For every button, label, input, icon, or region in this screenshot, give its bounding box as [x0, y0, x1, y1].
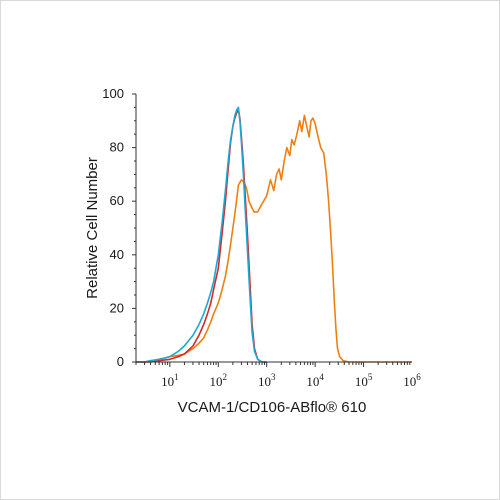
series-line-1 — [136, 114, 412, 363]
y-tick-label: 60 — [110, 193, 124, 208]
x-tick-label: 104 — [306, 372, 324, 389]
y-ticks: 0 20 40 60 80 100 — [102, 86, 136, 369]
x-tick-label: 106 — [403, 372, 421, 389]
y-tick-label: 40 — [110, 247, 124, 262]
y-tick-label: 80 — [110, 140, 124, 155]
series-line-3 — [136, 106, 267, 363]
y-tick-label: 0 — [117, 354, 124, 369]
x-axis-title: VCAM-1/CD106-ABflo® 610 — [178, 399, 367, 416]
y-axis-title: Relative Cell Number — [84, 157, 101, 299]
x-tick-label: 105 — [355, 372, 373, 389]
series-layer — [136, 106, 412, 363]
x-ticks: 101 102 103 104 105 106 — [135, 362, 421, 389]
x-tick-label: 102 — [210, 372, 228, 389]
y-tick-label: 100 — [102, 86, 124, 101]
x-tick-label: 101 — [161, 372, 179, 389]
x-tick-label: 103 — [258, 372, 276, 389]
y-tick-label: 20 — [110, 300, 124, 315]
